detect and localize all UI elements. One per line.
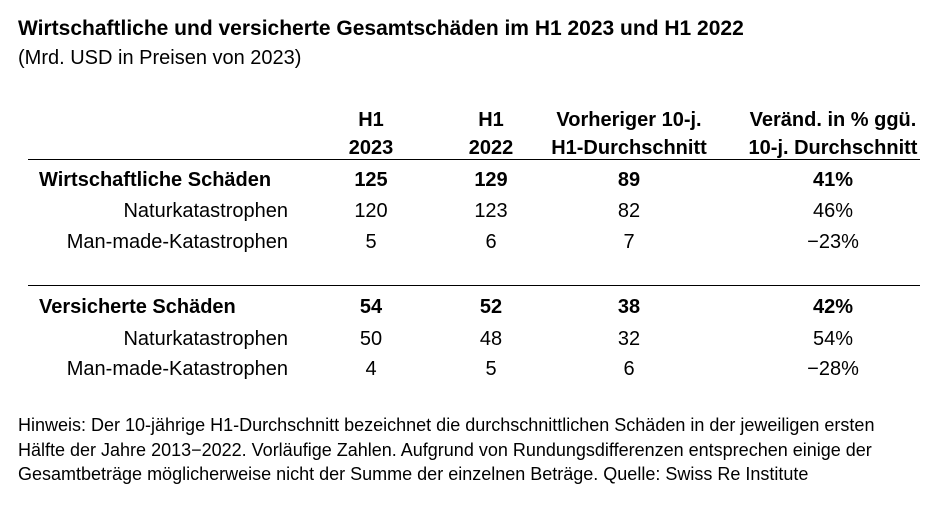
column-header-line: 2022 xyxy=(468,137,514,159)
table-cell: 129 xyxy=(474,169,508,191)
column-header-change-percent: Veränd. in % ggü. 10-j. Durchschnitt xyxy=(733,106,933,162)
row-label-man-made-catastrophes: Man-made-Katastrophen xyxy=(66,358,288,380)
section-rule xyxy=(28,285,920,286)
table-cell: 52 xyxy=(479,296,503,318)
column-header-line: 10-j. Durchschnitt xyxy=(748,137,918,159)
table-cell: −23% xyxy=(807,231,859,253)
table-cell: 32 xyxy=(617,328,641,350)
column-header-line: H1 xyxy=(358,109,384,131)
table-cell: 42% xyxy=(812,296,854,318)
table-cell: 6 xyxy=(485,231,497,253)
table-title: Wirtschaftliche und versicherte Gesamtsc… xyxy=(18,17,744,40)
table-cell: −28% xyxy=(807,358,859,380)
table-cell: 54 xyxy=(359,296,383,318)
column-header-10y-average: Vorheriger 10-j. H1-Durchschnitt xyxy=(549,106,709,162)
row-label-insured-losses: Versicherte Schäden xyxy=(39,296,236,318)
table-cell: 50 xyxy=(359,328,383,350)
column-header-h1-2023: H1 2023 xyxy=(331,106,411,162)
header-rule xyxy=(28,159,920,160)
table-cell: 41% xyxy=(812,169,854,191)
column-header-h1-2022: H1 2022 xyxy=(451,106,531,162)
table-cell: 5 xyxy=(365,231,377,253)
table-cell: 7 xyxy=(623,231,635,253)
table-cell: 48 xyxy=(479,328,503,350)
table-cell: 6 xyxy=(623,358,635,380)
table-cell: 120 xyxy=(354,200,388,222)
column-header-line: H1-Durchschnitt xyxy=(551,137,707,159)
column-header-line: H1 xyxy=(478,109,504,131)
row-label-man-made-catastrophes: Man-made-Katastrophen xyxy=(66,231,288,253)
table-subtitle: (Mrd. USD in Preisen von 2023) xyxy=(18,47,302,69)
table-cell: 38 xyxy=(617,296,641,318)
table-cell: 46% xyxy=(812,200,854,222)
table-cell: 4 xyxy=(365,358,377,380)
column-header-line: 2023 xyxy=(348,137,394,159)
table-cell: 5 xyxy=(485,358,497,380)
row-label-natural-catastrophes: Naturkatastrophen xyxy=(123,200,288,222)
table-cell: 82 xyxy=(617,200,641,222)
row-label-natural-catastrophes: Naturkatastrophen xyxy=(123,328,288,350)
table-cell: 125 xyxy=(354,169,388,191)
footnote: Hinweis: Der 10-jährige H1-Durchschnitt … xyxy=(18,415,875,484)
column-header-line: Vorheriger 10-j. xyxy=(556,109,702,131)
column-header-line: Veränd. in % ggü. xyxy=(749,109,917,131)
table-cell: 89 xyxy=(617,169,641,191)
table-cell: 123 xyxy=(474,200,508,222)
table-cell: 54% xyxy=(812,328,854,350)
row-label-economic-losses: Wirtschaftliche Schäden xyxy=(39,169,272,191)
